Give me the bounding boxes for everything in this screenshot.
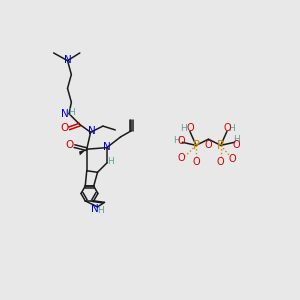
Text: H: H [228,124,235,133]
Text: N: N [64,55,71,65]
Text: N: N [61,109,69,119]
Text: N: N [88,126,96,136]
Text: H: H [97,206,104,214]
Text: O: O [178,153,185,163]
Text: P: P [217,139,224,152]
Text: O: O [187,123,194,134]
Text: O: O [65,140,73,150]
Text: O: O [178,136,185,146]
Text: O: O [224,123,232,134]
Text: O: O [217,157,225,166]
Text: O: O [229,154,236,164]
Text: H: H [233,135,239,144]
Text: N: N [103,142,111,152]
Text: O: O [192,157,200,166]
Text: H: H [180,124,187,133]
Text: H: H [173,136,179,145]
Text: O: O [232,140,240,150]
Text: H: H [68,108,75,117]
Text: H: H [107,157,114,166]
Text: N: N [92,204,99,214]
Text: O: O [205,140,212,150]
Polygon shape [79,149,87,155]
Text: O: O [60,123,69,134]
Text: P: P [193,139,200,152]
